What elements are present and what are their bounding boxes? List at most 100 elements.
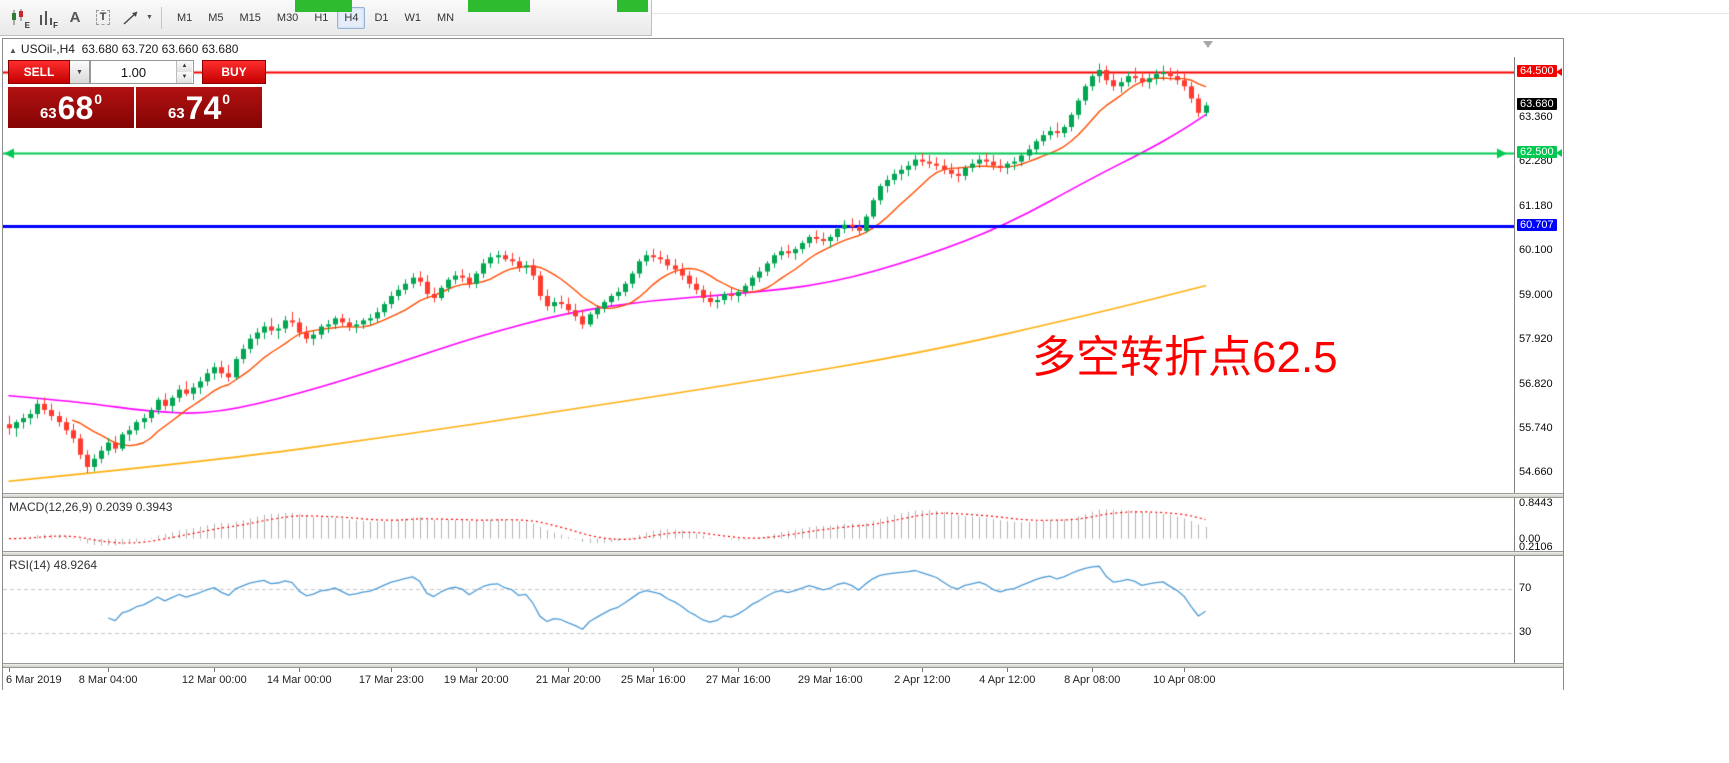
volume-input[interactable] — [91, 61, 176, 83]
time-axis-tick — [391, 668, 393, 672]
price-axis-label: 56.820 — [1519, 377, 1553, 390]
sell-button[interactable]: SELL — [8, 60, 70, 84]
rsi-axis-label: 70 — [1519, 582, 1532, 594]
timeframe-button-mn[interactable]: MN — [437, 11, 455, 24]
time-axis[interactable]: 6 Mar 2019 8 Mar 04:00 12 Mar 00:00 14 Mar … — [3, 668, 1563, 691]
price-axis-label: 61.180 — [1519, 200, 1553, 213]
time-axis-tick — [1092, 668, 1094, 672]
volume-decrease-button[interactable]: ▼ — [177, 72, 192, 83]
toolbar-separator — [160, 6, 162, 29]
tool-sub-label: F — [53, 20, 58, 30]
price-axis-label: 59.000 — [1519, 288, 1553, 301]
axis-line-arrow-icon — [1556, 68, 1562, 77]
time-axis-tick — [9, 668, 10, 672]
volume-dropdown-button[interactable]: ▼ — [70, 60, 90, 84]
ask-price-tile[interactable]: 63 74 0 — [136, 87, 262, 128]
time-axis-label: 12 Mar 00:00 — [181, 674, 247, 686]
rsi-axis-label: 30 — [1519, 626, 1532, 638]
timeframe-button-h4[interactable]: H4 — [337, 6, 366, 29]
time-axis-tick — [738, 668, 740, 672]
timeframe-button-w1[interactable]: W1 — [404, 11, 422, 24]
time-axis-label: 8 Mar 04:00 — [78, 674, 138, 686]
price-axis-label-highlight: 64.500 — [1517, 65, 1557, 78]
tool-sub-label: E — [24, 20, 30, 30]
pane-splitter[interactable] — [3, 551, 1563, 556]
one-click-trading-panel: SELL ▼ ▲ ▼ BUY 63 68 0 63 74 0 — [8, 60, 266, 128]
time-axis-label: 19 Mar 20:00 — [443, 674, 509, 686]
bid-pips: 68 — [57, 89, 94, 126]
timeframe-button-m30[interactable]: M30 — [276, 11, 299, 24]
time-axis-label: 14 Mar 00:00 — [266, 674, 332, 686]
pane-splitter[interactable] — [3, 663, 1563, 668]
time-axis-tick — [653, 668, 655, 672]
time-axis-tick — [1184, 668, 1186, 672]
time-axis-label: 29 Mar 16:00 — [797, 674, 863, 686]
price-axis-border — [1514, 57, 1515, 668]
time-axis-tick — [214, 668, 216, 672]
time-axis-tick — [830, 668, 832, 672]
symbol-header: ▲ USOil-,H4 63.680 63.720 63.660 63.680 — [9, 42, 238, 56]
price-axis-label: 57.920 — [1519, 332, 1553, 345]
bars-icon — [40, 10, 52, 25]
ask-big-figure: 63 — [167, 105, 185, 122]
timeframe-button-m1[interactable]: M1 — [176, 11, 193, 24]
timeframe-toolbar: M1 M5 M15 M30 H1 H4 D1 W1 MN — [170, 6, 463, 29]
price-chart-canvas[interactable] — [3, 57, 1515, 493]
price-axis-label: 54.660 — [1519, 465, 1553, 478]
candle-chart-icon — [12, 8, 23, 25]
time-axis-label: 17 Mar 23:00 — [358, 674, 424, 686]
trendline-tool-icon[interactable] — [118, 6, 144, 30]
bid-pipette: 0 — [94, 91, 103, 107]
chevron-down-icon[interactable]: ▼ — [146, 14, 153, 21]
price-axis-label-highlight: 63.680 — [1517, 98, 1557, 111]
timeframe-button-m5[interactable]: M5 — [208, 11, 224, 24]
timeframe-button-d1[interactable]: D1 — [374, 11, 389, 24]
trendline-icon — [123, 10, 138, 25]
volume-increase-button[interactable]: ▲ — [177, 61, 192, 72]
chart-shift-marker-icon — [1203, 41, 1213, 48]
candlestick-indicator-icon[interactable]: E — [6, 6, 32, 30]
time-axis-label: 27 Mar 16:00 — [705, 674, 771, 686]
price-axis-label-highlight: 60.707 — [1517, 219, 1557, 232]
time-axis-tick — [568, 668, 570, 672]
ask-pipette: 0 — [222, 91, 231, 107]
background-window-fragment — [295, 0, 352, 12]
time-axis-label: 10 Apr 08:00 — [1153, 674, 1216, 686]
symbol-ohlc-text: USOil-,H4 63.680 63.720 63.660 63.680 — [20, 42, 239, 56]
macd-pane-canvas[interactable] — [3, 498, 1515, 550]
timeframe-button-h1[interactable]: H1 — [314, 11, 329, 24]
buy-button[interactable]: BUY — [202, 60, 266, 84]
price-axis[interactable]: 63.360 62.280 61.180 60.100 59.000 57.920 56.8… — [1515, 39, 1563, 691]
macd-header: MACD(12,26,9) 0.2039 0.3943 — [9, 500, 173, 514]
letter-t-icon: T — [95, 10, 111, 25]
volume-field: ▲ ▼ — [90, 60, 194, 84]
chevron-down-icon: ▼ — [76, 68, 83, 76]
chart-annotation-text: 多空转折点62.5 — [1032, 333, 1338, 382]
background-window-fragment — [468, 0, 530, 12]
text-label-tool-icon[interactable]: A — [62, 6, 88, 30]
time-axis-tick — [476, 668, 478, 672]
bid-big-figure: 63 — [39, 105, 57, 122]
time-axis-tick — [108, 668, 110, 672]
volume-stepper: ▲ ▼ — [176, 61, 192, 83]
timeframe-button-m15[interactable]: M15 — [239, 11, 261, 24]
rsi-pane-canvas[interactable] — [3, 556, 1515, 662]
price-axis-label-highlight: 62.500 — [1517, 146, 1557, 159]
macd-axis-label: 0.8443 — [1519, 497, 1553, 510]
time-axis-label: 6 Mar 2019 — [6, 674, 62, 686]
axis-line-arrow-icon — [1556, 149, 1562, 158]
price-axis-label: 63.360 — [1519, 111, 1553, 124]
text-box-tool-icon[interactable]: T — [90, 6, 116, 30]
time-axis-label: 8 Apr 08:00 — [1064, 674, 1121, 686]
pane-splitter[interactable] — [3, 493, 1563, 498]
time-axis-label: 25 Mar 16:00 — [620, 674, 686, 686]
quote-tiles-row: 63 68 0 63 74 0 — [8, 87, 266, 128]
time-axis-tick — [299, 668, 301, 672]
bid-price-tile[interactable]: 63 68 0 — [8, 87, 134, 128]
panel-collapse-icon[interactable]: ▲ — [9, 46, 17, 55]
price-axis-label: 60.100 — [1519, 244, 1553, 257]
price-axis-label: 55.740 — [1519, 421, 1553, 434]
time-axis-label: 21 Mar 20:00 — [535, 674, 601, 686]
trade-controls-row: SELL ▼ ▲ ▼ BUY — [8, 60, 266, 84]
histogram-indicator-icon[interactable]: F — [34, 6, 60, 30]
